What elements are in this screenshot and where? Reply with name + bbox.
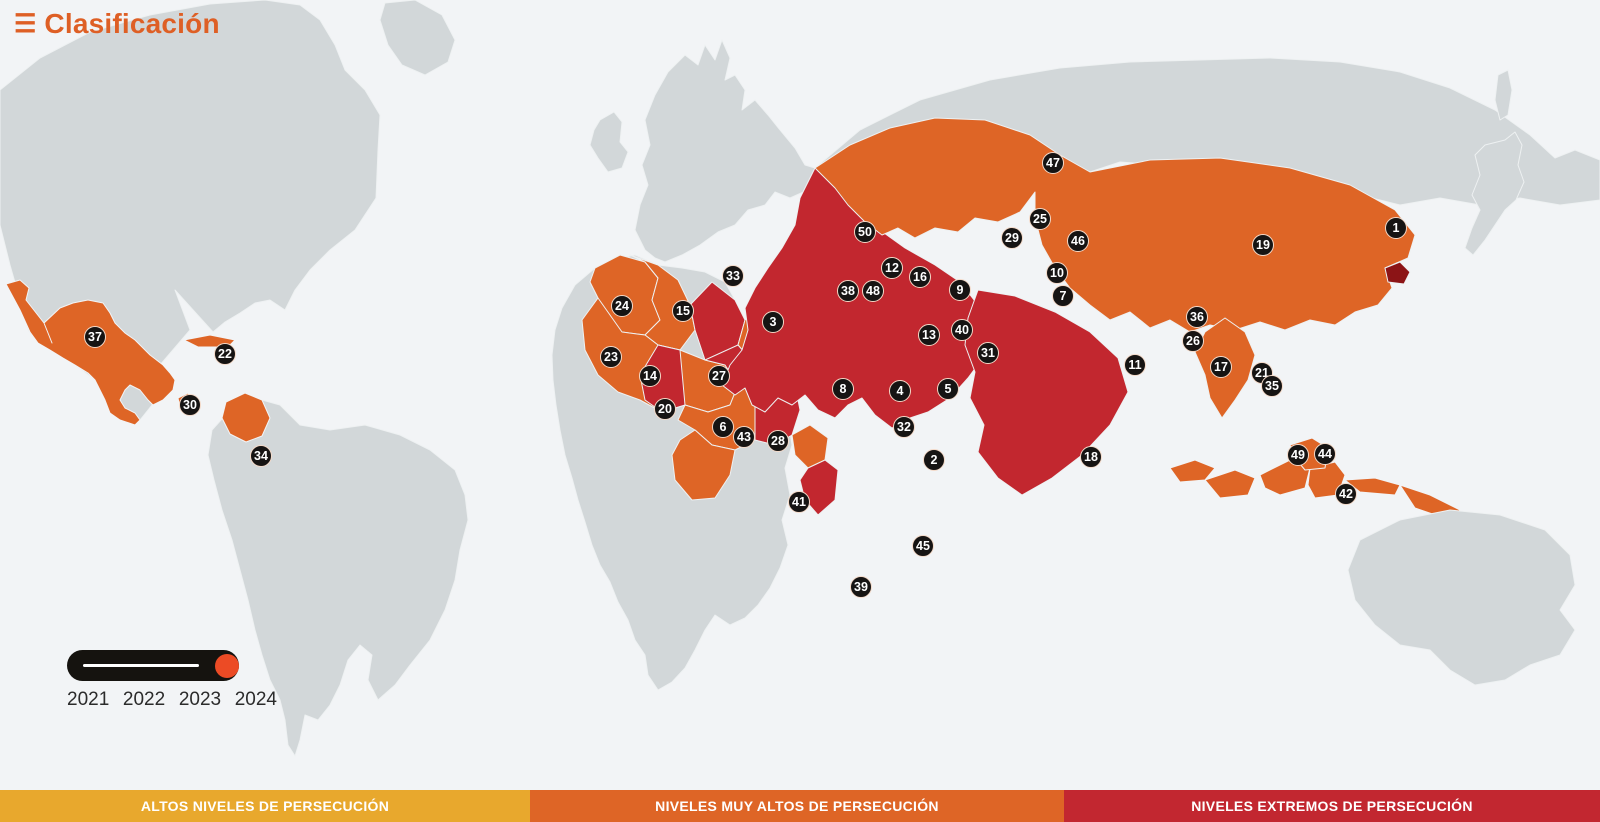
- svg-text:41: 41: [792, 495, 806, 509]
- svg-text:3: 3: [770, 315, 777, 329]
- svg-text:1: 1: [1393, 221, 1400, 235]
- svg-text:38: 38: [841, 284, 855, 298]
- svg-text:13: 13: [922, 328, 936, 342]
- svg-text:14: 14: [643, 369, 657, 383]
- svg-text:46: 46: [1071, 234, 1085, 248]
- svg-text:11: 11: [1128, 358, 1141, 372]
- svg-text:22: 22: [218, 347, 232, 361]
- svg-text:28: 28: [771, 434, 785, 448]
- svg-text:15: 15: [676, 304, 690, 318]
- svg-text:39: 39: [854, 580, 868, 594]
- svg-text:4: 4: [897, 384, 904, 398]
- svg-text:49: 49: [1291, 448, 1305, 462]
- svg-text:43: 43: [737, 430, 751, 444]
- svg-text:31: 31: [981, 346, 995, 360]
- svg-text:16: 16: [913, 270, 927, 284]
- svg-text:48: 48: [866, 284, 880, 298]
- svg-text:29: 29: [1005, 231, 1019, 245]
- svg-text:45: 45: [916, 539, 930, 553]
- svg-text:8: 8: [840, 382, 847, 396]
- svg-text:44: 44: [1318, 447, 1332, 461]
- svg-text:2: 2: [931, 453, 938, 467]
- svg-text:32: 32: [897, 420, 911, 434]
- svg-text:36: 36: [1190, 310, 1204, 324]
- svg-text:27: 27: [712, 369, 726, 383]
- svg-text:35: 35: [1265, 379, 1279, 393]
- svg-text:34: 34: [254, 449, 268, 463]
- svg-text:33: 33: [726, 269, 740, 283]
- svg-text:17: 17: [1214, 360, 1228, 374]
- svg-text:25: 25: [1033, 212, 1047, 226]
- svg-text:23: 23: [604, 350, 618, 364]
- svg-text:37: 37: [88, 330, 102, 344]
- svg-text:20: 20: [658, 402, 672, 416]
- svg-text:24: 24: [615, 299, 629, 313]
- svg-text:26: 26: [1186, 334, 1200, 348]
- svg-text:9: 9: [957, 283, 964, 297]
- svg-text:6: 6: [720, 420, 727, 434]
- svg-text:47: 47: [1046, 156, 1060, 170]
- svg-text:40: 40: [955, 323, 969, 337]
- svg-text:50: 50: [858, 225, 872, 239]
- svg-text:30: 30: [183, 398, 197, 412]
- svg-text:5: 5: [945, 382, 952, 396]
- svg-text:10: 10: [1050, 266, 1064, 280]
- svg-text:12: 12: [885, 261, 899, 275]
- svg-text:7: 7: [1060, 289, 1067, 303]
- svg-text:42: 42: [1339, 487, 1353, 501]
- svg-text:18: 18: [1084, 450, 1098, 464]
- svg-text:19: 19: [1256, 238, 1270, 252]
